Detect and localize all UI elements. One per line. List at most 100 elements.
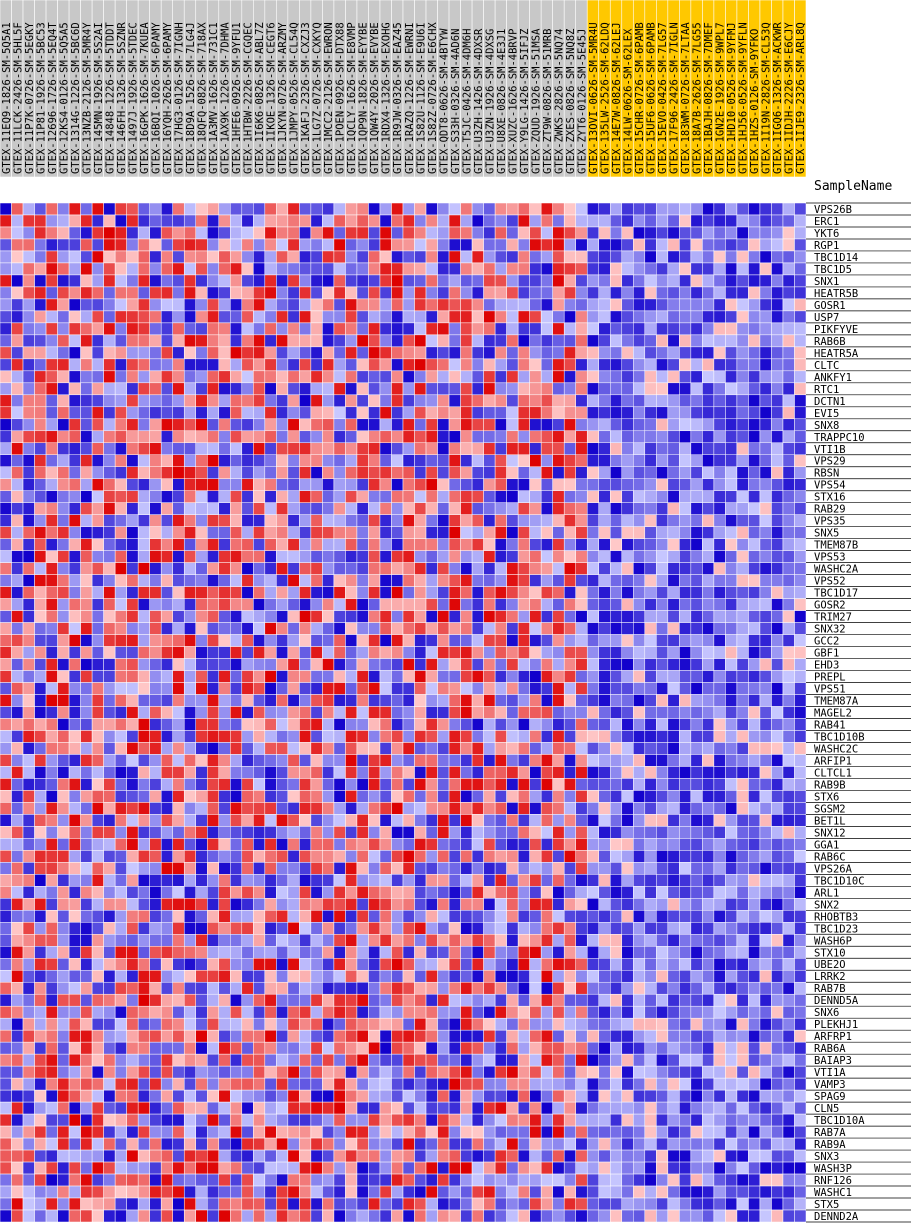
heatmap-cell bbox=[552, 670, 565, 683]
heatmap-cell bbox=[207, 274, 220, 288]
heatmap-cell bbox=[68, 682, 81, 695]
heatmap-cell bbox=[575, 910, 588, 923]
heatmap-cell bbox=[287, 382, 300, 396]
heatmap-cell bbox=[644, 514, 657, 527]
heatmap-cell bbox=[460, 490, 473, 503]
heatmap-cell bbox=[0, 346, 12, 360]
heatmap-cell bbox=[137, 814, 150, 827]
heatmap-cell bbox=[702, 922, 715, 935]
heatmap-cell bbox=[414, 406, 427, 420]
heatmap-cell bbox=[241, 754, 254, 767]
heatmap-cell bbox=[529, 706, 542, 719]
heatmap-cell bbox=[126, 442, 139, 456]
heatmap-cell bbox=[529, 526, 542, 539]
heatmap-cell bbox=[448, 694, 461, 707]
heatmap-cell bbox=[45, 958, 58, 971]
heatmap-cell bbox=[575, 442, 588, 456]
heatmap-cell bbox=[540, 670, 553, 683]
heatmap-cell bbox=[529, 370, 542, 384]
heatmap-cell bbox=[287, 993, 300, 1007]
heatmap-cell bbox=[483, 262, 496, 276]
heatmap-cell bbox=[471, 358, 484, 372]
heatmap-cell bbox=[57, 730, 70, 743]
heatmap-cell bbox=[276, 850, 289, 863]
heatmap-cell bbox=[736, 706, 749, 719]
heatmap-cell bbox=[126, 478, 139, 491]
heatmap-cell bbox=[195, 394, 208, 408]
heatmap-cell bbox=[759, 969, 772, 983]
heatmap-cell bbox=[748, 850, 761, 863]
heatmap-cell bbox=[437, 526, 450, 539]
heatmap-cell bbox=[218, 226, 231, 240]
heatmap-cell bbox=[368, 958, 381, 971]
heatmap-cell bbox=[517, 238, 530, 252]
heatmap-cell bbox=[149, 922, 162, 935]
heatmap-cell bbox=[137, 1029, 150, 1043]
heatmap-cell bbox=[22, 358, 35, 372]
heatmap-cell bbox=[621, 981, 634, 995]
heatmap-cell bbox=[57, 298, 70, 312]
heatmap-cell bbox=[633, 478, 646, 491]
heatmap-cell bbox=[414, 238, 427, 252]
heatmap-cell bbox=[287, 370, 300, 384]
heatmap-cell bbox=[402, 838, 415, 851]
heatmap-cell bbox=[517, 406, 530, 420]
heatmap-cell bbox=[11, 862, 24, 875]
heatmap-cell bbox=[126, 898, 139, 911]
heatmap-cell bbox=[425, 790, 438, 803]
heatmap-cell bbox=[126, 874, 139, 887]
heatmap-cell bbox=[253, 766, 266, 779]
heatmap-cell bbox=[794, 334, 807, 348]
heatmap-cell bbox=[667, 862, 680, 875]
heatmap-cell bbox=[771, 682, 784, 695]
heatmap-cell bbox=[207, 718, 220, 731]
heatmap-cell bbox=[552, 993, 565, 1007]
heatmap-cell bbox=[402, 766, 415, 779]
heatmap-cell bbox=[471, 586, 484, 599]
heatmap-cell bbox=[506, 490, 519, 503]
heatmap-cell bbox=[736, 562, 749, 575]
heatmap-cell bbox=[68, 598, 81, 611]
heatmap-cell bbox=[391, 262, 404, 276]
heatmap-cell bbox=[748, 502, 761, 515]
heatmap-cell bbox=[68, 394, 81, 408]
heatmap-cell bbox=[702, 490, 715, 503]
heatmap-cell bbox=[264, 898, 277, 911]
heatmap-cell bbox=[633, 838, 646, 851]
heatmap-cell bbox=[552, 454, 565, 467]
heatmap-cell bbox=[448, 778, 461, 791]
heatmap-cell bbox=[517, 706, 530, 719]
heatmap-cell bbox=[748, 598, 761, 611]
heatmap-cell bbox=[68, 238, 81, 252]
heatmap-cell bbox=[748, 610, 761, 623]
heatmap-cell bbox=[460, 969, 473, 983]
heatmap-cell bbox=[494, 886, 507, 899]
heatmap-cell bbox=[460, 1017, 473, 1031]
heatmap-cell bbox=[45, 658, 58, 671]
heatmap-cell bbox=[299, 1005, 312, 1019]
heatmap-cell bbox=[690, 538, 703, 551]
heatmap-cell bbox=[633, 454, 646, 467]
heatmap-cell bbox=[368, 694, 381, 707]
heatmap-cell bbox=[45, 814, 58, 827]
heatmap-cell bbox=[368, 838, 381, 851]
heatmap-cell bbox=[483, 730, 496, 743]
heatmap-cell bbox=[610, 514, 623, 527]
heatmap-cell bbox=[149, 466, 162, 479]
heatmap-cell bbox=[702, 310, 715, 324]
heatmap-cell bbox=[322, 466, 335, 479]
heatmap-cell bbox=[575, 946, 588, 959]
heatmap-cell bbox=[610, 670, 623, 683]
heatmap-cell bbox=[713, 910, 726, 923]
heatmap-cell bbox=[379, 202, 392, 216]
heatmap-cell bbox=[310, 502, 323, 515]
heatmap-cell bbox=[57, 598, 70, 611]
heatmap-cell bbox=[656, 898, 669, 911]
sample-header-band: GTEX-11EQ9-1826-SM-5Q5A1 GTEX-11LCK-2426-… bbox=[0, 0, 807, 178]
heatmap-cell bbox=[45, 706, 58, 719]
sample-name-label: GTEX-1LG7Z-0726-SM-CXKYQ bbox=[312, 22, 324, 174]
heatmap-cell bbox=[713, 981, 726, 995]
heatmap-cell bbox=[448, 430, 461, 444]
heatmap-cell bbox=[0, 574, 12, 587]
heatmap-cell bbox=[782, 406, 795, 420]
